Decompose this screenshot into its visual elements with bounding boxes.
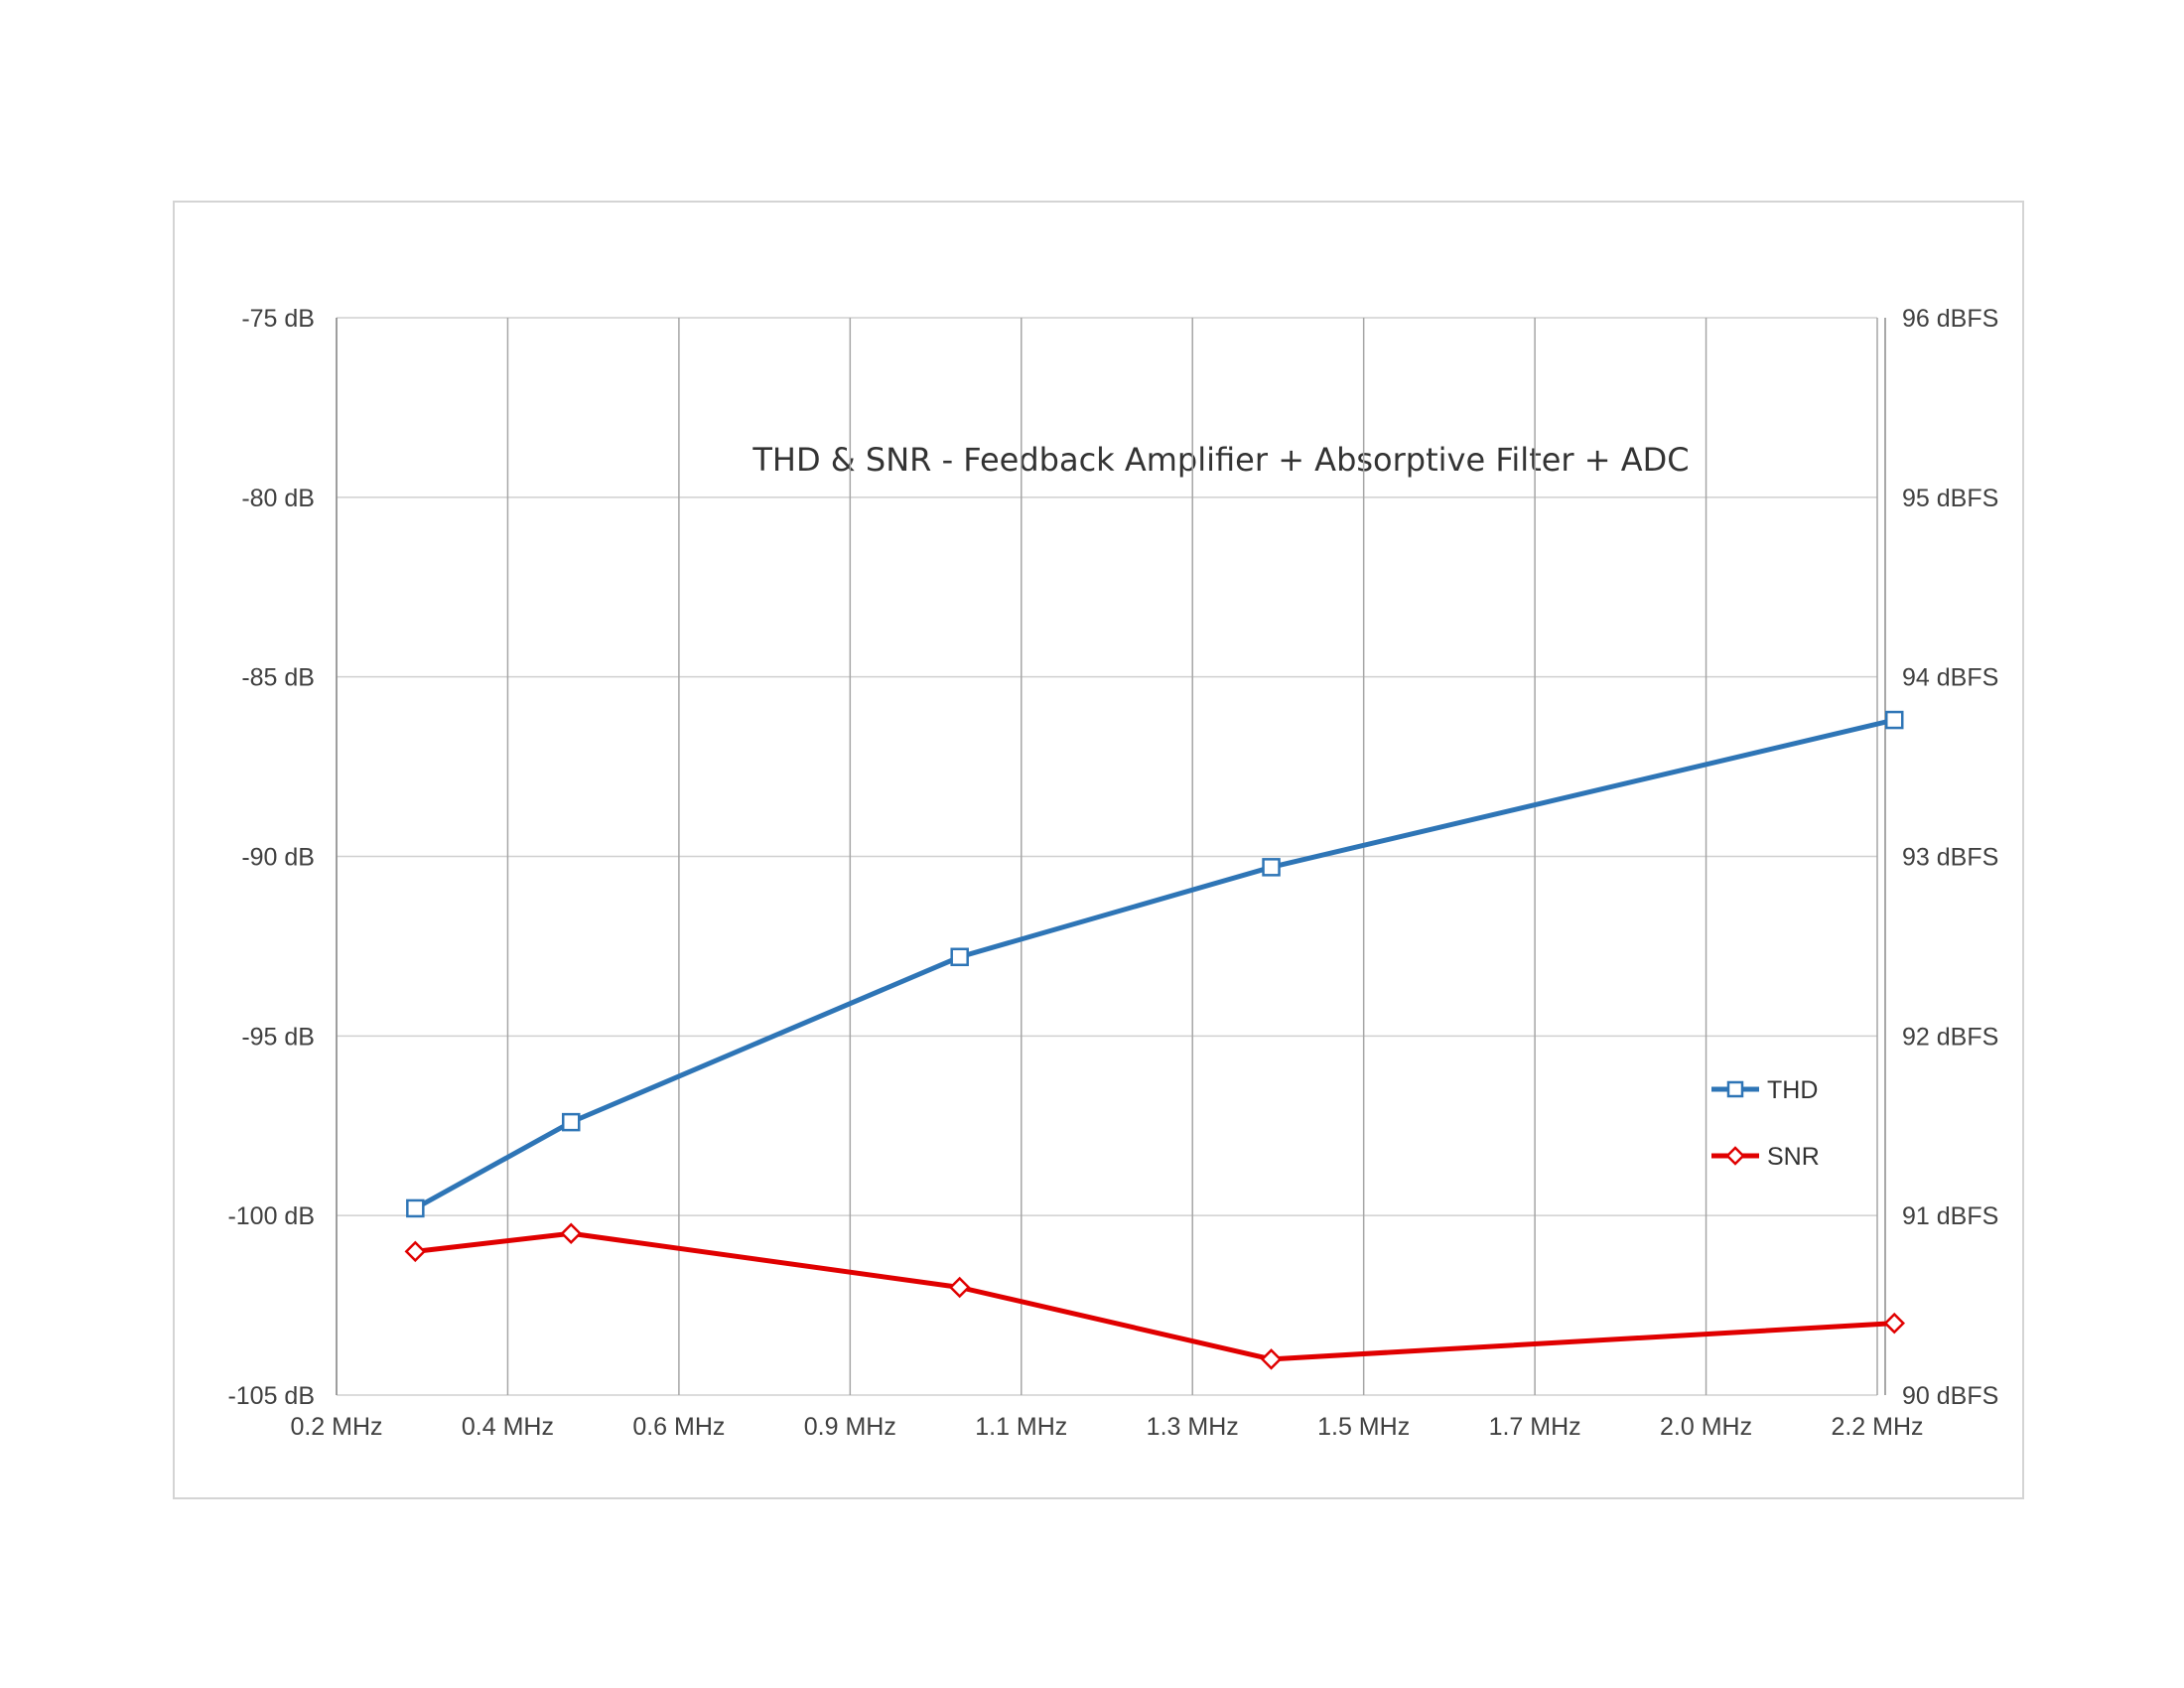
x-tick-label: 1.5 MHz xyxy=(1317,1413,1410,1441)
y-left-tick-label: -95 dB xyxy=(241,1023,315,1051)
y-left-tick-label: -105 dB xyxy=(227,1382,315,1410)
x-tick-label: 0.6 MHz xyxy=(632,1413,725,1441)
chart-title: THD & SNR - Feedback Amplifier + Absorpt… xyxy=(751,441,1689,479)
data-point-thd xyxy=(1884,710,1904,730)
y-right-tick-label: 91 dBFS xyxy=(1902,1202,1998,1230)
series-line-snr xyxy=(415,1230,1895,1362)
legend-label: THD xyxy=(1767,1076,1818,1104)
data-point-thd xyxy=(1262,858,1281,877)
legend-label: SNR xyxy=(1767,1143,1820,1171)
y-right-tick-label: 90 dBFS xyxy=(1902,1382,1998,1410)
series-line-thd xyxy=(414,717,1895,1211)
x-tick-label: 1.3 MHz xyxy=(1147,1413,1239,1441)
legend-item-thd: THD xyxy=(1711,1076,1818,1104)
y-right-tick-label: 95 dBFS xyxy=(1902,485,1998,512)
x-tick-label: 0.2 MHz xyxy=(290,1413,382,1441)
y-right-tick-label: 93 dBFS xyxy=(1902,844,1998,872)
x-tick-label: 1.7 MHz xyxy=(1489,1413,1581,1441)
legend-item-snr: SNR xyxy=(1711,1143,1820,1171)
data-point-snr xyxy=(948,1276,971,1299)
y-left-tick-label: -100 dB xyxy=(227,1202,315,1230)
y-left-tick-label: -85 dB xyxy=(241,664,315,692)
x-tick-label: 0.4 MHz xyxy=(462,1413,554,1441)
y-right-tick-label: 92 dBFS xyxy=(1902,1023,1998,1051)
data-point-snr xyxy=(404,1240,427,1263)
chart-svg: THD & SNR - Feedback Amplifier + Absorpt… xyxy=(227,305,1998,1441)
legend-marker xyxy=(1726,1080,1744,1098)
series-layer xyxy=(404,710,1906,1370)
y-left-tick-label: -75 dB xyxy=(241,305,315,333)
data-point-thd xyxy=(561,1112,581,1132)
data-point-snr xyxy=(1260,1348,1283,1370)
chart-frame: THD & SNR - Feedback Amplifier + Absorpt… xyxy=(173,201,2024,1499)
legend-marker xyxy=(1725,1146,1745,1166)
axis-layer: -75 dB -80 dB -85 dB -90 dB -95 dB -100 dB -10… xyxy=(227,305,1998,1441)
y-right-tick-label: 94 dBFS xyxy=(1902,664,1998,692)
x-tick-label: 2.0 MHz xyxy=(1660,1413,1752,1441)
y-left-tick-label: -80 dB xyxy=(241,485,315,512)
x-tick-label: 2.2 MHz xyxy=(1831,1413,1923,1441)
x-tick-label: 1.1 MHz xyxy=(975,1413,1067,1441)
data-point-snr xyxy=(560,1222,583,1245)
chart-legend: THD SNR xyxy=(1711,1076,1820,1171)
data-point-thd xyxy=(950,947,969,967)
y-left-tick-label: -90 dB xyxy=(241,844,315,872)
grid-layer xyxy=(336,317,1878,1396)
data-point-snr xyxy=(1883,1312,1906,1335)
x-tick-label: 0.9 MHz xyxy=(804,1413,896,1441)
data-point-thd xyxy=(406,1198,425,1218)
y-right-tick-label: 96 dBFS xyxy=(1902,305,1998,333)
